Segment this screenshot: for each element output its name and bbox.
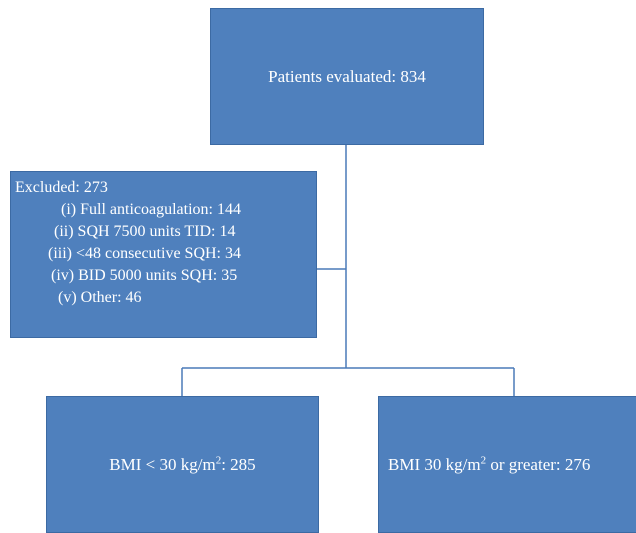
excluded-box: Excluded: 273 (i) Full anticoagulation: …	[10, 171, 317, 338]
patients-evaluated-box: Patients evaluated: 834	[210, 8, 484, 145]
patients-evaluated-label: Patients evaluated: 834	[268, 66, 426, 86]
excluded-item-iii: (iii) <48 consecutive SQH: 34	[48, 245, 241, 262]
excluded-item-v: (v) Other: 46	[58, 289, 142, 306]
excluded-item-ii: (ii) SQH 7500 units TID: 14	[54, 223, 236, 240]
bmi-30-or-greater-label: BMI 30 kg/m2 or greater: 276	[388, 453, 591, 474]
bmi-under-30-box: BMI < 30 kg/m2: 285	[46, 396, 319, 533]
excluded-item-iv: (iv) BID 5000 units SQH: 35	[51, 267, 238, 284]
excluded-item-i: (i) Full anticoagulation: 144	[61, 201, 241, 218]
bmi-30-or-greater-box: BMI 30 kg/m2 or greater: 276	[378, 396, 636, 533]
excluded-title: Excluded: 273	[15, 179, 108, 196]
bmi-under-30-label: BMI < 30 kg/m2: 285	[109, 453, 256, 474]
